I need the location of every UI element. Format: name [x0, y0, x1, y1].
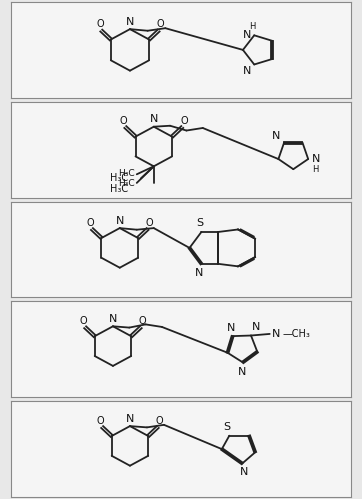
Text: O: O: [145, 218, 153, 228]
Text: S: S: [196, 218, 203, 228]
Text: O: O: [80, 316, 88, 326]
Text: O: O: [181, 116, 188, 126]
Text: H₃C: H₃C: [118, 169, 135, 178]
Text: N: N: [126, 414, 134, 424]
Text: N: N: [243, 66, 252, 76]
Text: N: N: [243, 30, 252, 40]
Text: O: O: [119, 116, 127, 126]
Text: N: N: [239, 467, 248, 478]
Text: H₃C: H₃C: [118, 179, 135, 188]
Text: N: N: [150, 114, 158, 124]
Text: N: N: [272, 329, 280, 339]
Text: H: H: [312, 165, 319, 174]
Text: N: N: [272, 131, 281, 141]
Text: N: N: [238, 367, 246, 377]
Text: O: O: [96, 19, 104, 29]
Text: H: H: [249, 22, 256, 31]
Text: N: N: [194, 267, 203, 278]
Text: H₃C: H₃C: [110, 184, 128, 194]
Text: H₃C: H₃C: [110, 174, 128, 184]
Text: O: O: [156, 19, 164, 29]
Text: —CH₃: —CH₃: [283, 329, 311, 339]
Text: N: N: [312, 154, 321, 164]
Text: N: N: [126, 17, 134, 27]
Text: O: O: [97, 416, 105, 426]
Text: N: N: [109, 314, 117, 324]
Text: N: N: [252, 322, 261, 332]
Text: N: N: [115, 216, 124, 226]
Text: S: S: [223, 422, 230, 432]
Text: O: O: [138, 316, 146, 326]
Text: O: O: [87, 218, 94, 228]
Text: N: N: [227, 323, 235, 333]
Text: O: O: [155, 416, 163, 426]
